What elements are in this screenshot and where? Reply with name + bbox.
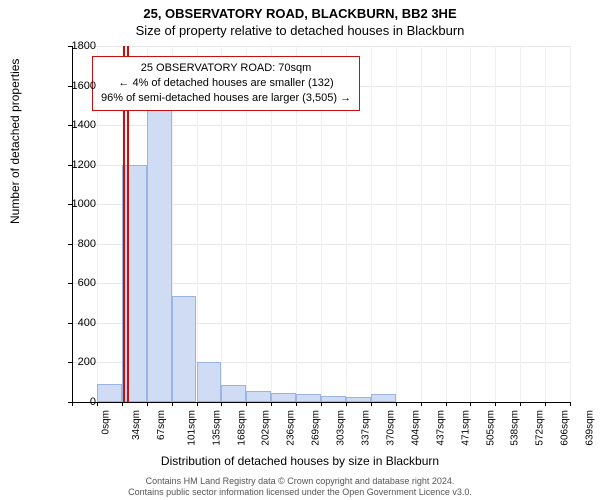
x-tick-mark	[246, 402, 247, 406]
page-title-address: 25, OBSERVATORY ROAD, BLACKBURN, BB2 3HE	[0, 0, 600, 21]
callout-line2: ← 4% of detached houses are smaller (132…	[101, 76, 351, 91]
x-tick-label: 471sqm	[460, 410, 471, 446]
x-tick-mark	[147, 402, 148, 406]
x-tick-label: 404sqm	[410, 410, 421, 446]
x-tick-mark	[122, 402, 123, 406]
gridline-v	[421, 46, 422, 402]
x-tick-label: 505sqm	[485, 410, 496, 446]
y-tick-label: 800	[56, 238, 96, 250]
x-tick-mark	[371, 402, 372, 406]
gridline-v	[396, 46, 397, 402]
x-tick-label: 303sqm	[336, 410, 347, 446]
y-tick-mark	[68, 283, 72, 284]
footer-line2: Contains public sector information licen…	[0, 487, 600, 498]
x-tick-label: 370sqm	[385, 410, 396, 446]
gridline-v	[520, 46, 521, 402]
y-tick-label: 1200	[56, 159, 96, 171]
histogram-bar	[246, 391, 271, 402]
y-tick-label: 600	[56, 277, 96, 289]
footer-attribution: Contains HM Land Registry data © Crown c…	[0, 476, 600, 498]
x-tick-label: 572sqm	[535, 410, 546, 446]
x-tick-mark	[271, 402, 272, 406]
x-tick-mark	[446, 402, 447, 406]
y-tick-label: 1000	[56, 198, 96, 210]
x-tick-label: 236sqm	[286, 410, 297, 446]
x-tick-label: 202sqm	[261, 410, 272, 446]
x-tick-label: 437sqm	[435, 410, 446, 446]
gridline-v	[446, 46, 447, 402]
gridline-v	[545, 46, 546, 402]
x-tick-mark	[346, 402, 347, 406]
gridline-v	[470, 46, 471, 402]
x-tick-mark	[520, 402, 521, 406]
histogram-bar	[197, 362, 222, 402]
x-tick-label: 101sqm	[186, 410, 197, 446]
histogram-bar	[271, 393, 296, 402]
callout-box: 25 OBSERVATORY ROAD: 70sqm ← 4% of detac…	[92, 56, 360, 111]
histogram-bar	[221, 385, 246, 402]
x-tick-mark	[72, 402, 73, 406]
x-tick-label: 0sqm	[100, 410, 111, 434]
y-tick-mark	[68, 86, 72, 87]
y-axis-label: Number of detached properties	[8, 59, 22, 224]
x-tick-label: 606sqm	[560, 410, 571, 446]
x-tick-mark	[197, 402, 198, 406]
x-tick-label: 67sqm	[156, 410, 167, 440]
x-tick-label: 168sqm	[236, 410, 247, 446]
histogram-bar	[97, 384, 122, 402]
y-tick-label: 400	[56, 317, 96, 329]
y-tick-label: 1400	[56, 119, 96, 131]
x-tick-label: 269sqm	[311, 410, 322, 446]
y-tick-label: 1800	[56, 40, 96, 52]
page-title-desc: Size of property relative to detached ho…	[0, 21, 600, 38]
x-tick-mark	[97, 402, 98, 406]
x-tick-mark	[221, 402, 222, 406]
x-tick-label: 639sqm	[585, 410, 596, 446]
y-tick-mark	[68, 125, 72, 126]
y-tick-label: 1600	[56, 80, 96, 92]
gridline-v	[495, 46, 496, 402]
x-tick-mark	[495, 402, 496, 406]
x-tick-mark	[470, 402, 471, 406]
y-axis	[72, 46, 73, 402]
histogram-bar	[371, 394, 396, 402]
x-tick-mark	[545, 402, 546, 406]
histogram-bar	[172, 296, 197, 402]
x-tick-label: 538sqm	[510, 410, 521, 446]
x-tick-mark	[396, 402, 397, 406]
y-tick-mark	[68, 244, 72, 245]
x-axis-label: Distribution of detached houses by size …	[0, 454, 600, 468]
x-tick-mark	[570, 402, 571, 406]
y-tick-mark	[68, 323, 72, 324]
gridline-v	[570, 46, 571, 402]
x-tick-mark	[421, 402, 422, 406]
x-tick-mark	[296, 402, 297, 406]
callout-line3: 96% of semi-detached houses are larger (…	[101, 91, 351, 106]
histogram-bar	[147, 93, 172, 402]
x-tick-label: 34sqm	[131, 410, 142, 440]
y-tick-label: 0	[56, 396, 96, 408]
y-tick-mark	[68, 165, 72, 166]
x-tick-mark	[321, 402, 322, 406]
footer-line1: Contains HM Land Registry data © Crown c…	[0, 476, 600, 487]
x-tick-mark	[172, 402, 173, 406]
y-tick-mark	[68, 46, 72, 47]
x-tick-label: 135sqm	[211, 410, 222, 446]
callout-line1: 25 OBSERVATORY ROAD: 70sqm	[101, 61, 351, 76]
gridline-v	[371, 46, 372, 402]
x-tick-label: 337sqm	[361, 410, 372, 446]
y-tick-mark	[68, 362, 72, 363]
y-tick-label: 200	[56, 356, 96, 368]
histogram-chart: 25 OBSERVATORY ROAD: 70sqm ← 4% of detac…	[72, 46, 570, 402]
histogram-bar	[296, 394, 321, 402]
y-tick-mark	[68, 204, 72, 205]
